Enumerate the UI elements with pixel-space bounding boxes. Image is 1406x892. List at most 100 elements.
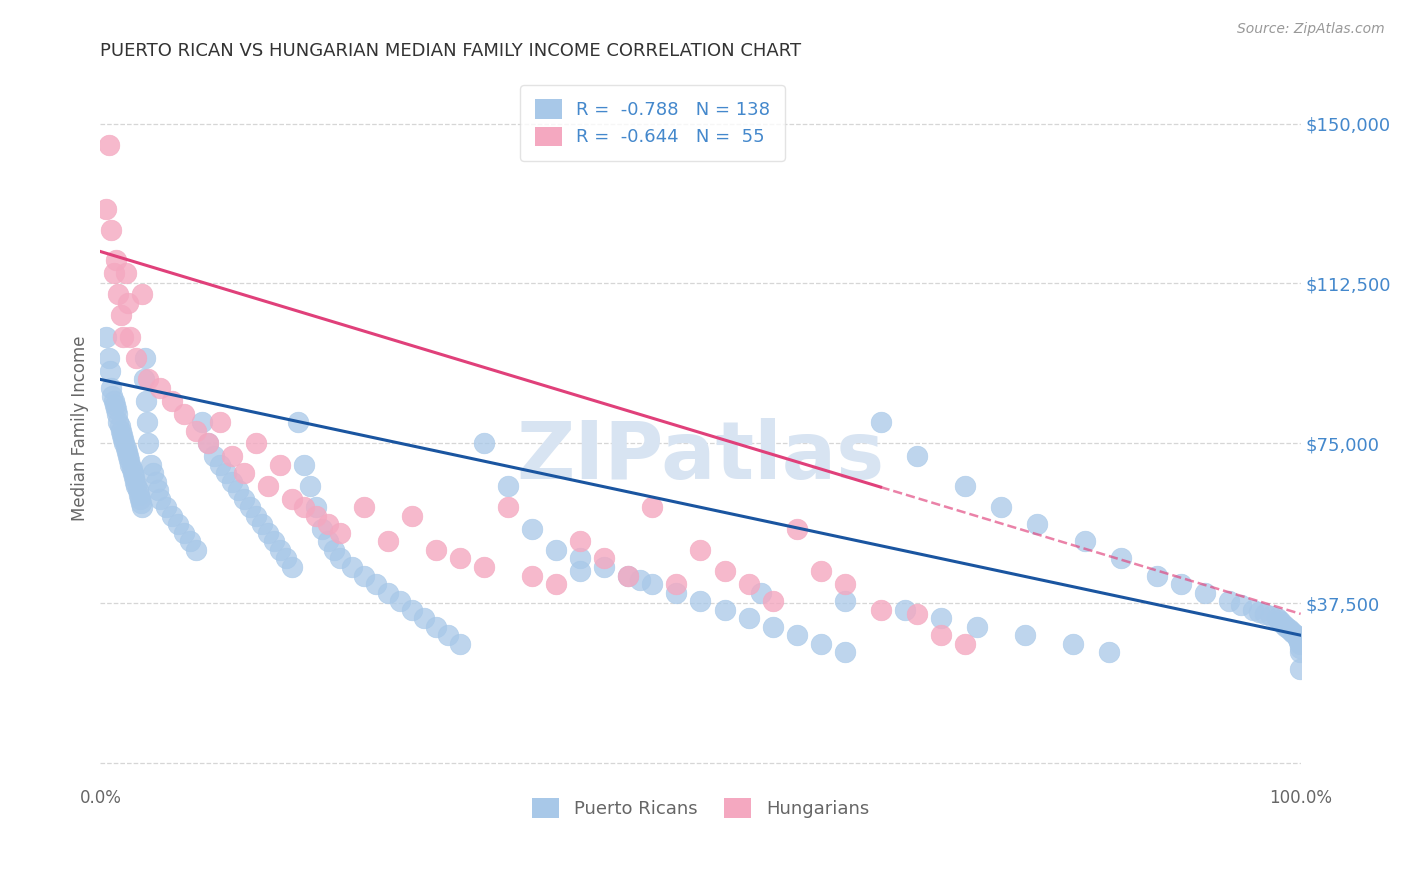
Point [893,602,915,616]
Point [155,500,177,515]
Legend: Puerto Ricans, Hungarians: Puerto Ricans, Hungarians [524,791,876,825]
Point [135,393,157,408]
Point [1279,624,1302,638]
Point [311,522,333,536]
Point [546,543,568,558]
Point [120,458,142,472]
Point [186,424,208,438]
Point [112,432,135,446]
Point [905,607,928,621]
Point [689,594,711,608]
Point [138,436,160,450]
Point [122,470,145,484]
Point [737,577,759,591]
Point [1109,551,1132,566]
Point [107,287,129,301]
Point [294,500,316,515]
Point [263,534,285,549]
Point [98,364,121,378]
Point [233,466,256,480]
Point [128,487,150,501]
Point [134,351,156,365]
Point [202,449,225,463]
Point [142,466,165,480]
Point [737,611,759,625]
Point [209,415,232,429]
Point [131,500,153,515]
Point [569,551,592,566]
Point [569,564,592,578]
Point [101,389,124,403]
Point [117,449,139,463]
Point [1275,620,1298,634]
Point [786,628,808,642]
Point [342,560,364,574]
Point [1286,632,1309,647]
Point [121,462,143,476]
Point [449,551,471,566]
Point [138,372,160,386]
Point [617,568,640,582]
Point [966,620,988,634]
Point [118,453,141,467]
Point [129,496,152,510]
Point [112,330,135,344]
Point [1253,607,1275,621]
Point [425,543,447,558]
Point [228,483,250,498]
Point [323,543,346,558]
Point [834,645,856,659]
Point [162,393,184,408]
Point [305,508,328,523]
Point [665,585,688,599]
Point [929,628,952,642]
Text: Source: ZipAtlas.com: Source: ZipAtlas.com [1237,22,1385,37]
Point [257,525,280,540]
Point [100,223,122,237]
Point [389,594,412,608]
Point [834,577,856,591]
Point [281,491,304,506]
Point [186,543,208,558]
Point [96,202,118,216]
Point [953,479,976,493]
Point [145,475,167,489]
Point [1289,645,1312,659]
Point [1146,568,1168,582]
Point [377,534,399,549]
Point [1062,637,1084,651]
Y-axis label: Median Family Income: Median Family Income [72,335,89,521]
Point [167,517,190,532]
Point [111,427,134,442]
Point [257,479,280,493]
Point [1289,662,1312,676]
Point [630,573,652,587]
Point [114,441,136,455]
Point [1073,534,1095,549]
Point [617,568,640,582]
Point [761,620,783,634]
Point [1285,628,1308,642]
Point [1014,628,1036,642]
Point [1289,640,1312,655]
Point [990,500,1012,515]
Point [129,491,152,506]
Point [1170,577,1192,591]
Point [953,637,976,651]
Point [413,611,436,625]
Point [245,508,267,523]
Point [1229,599,1251,613]
Point [1218,594,1240,608]
Point [1282,626,1305,640]
Point [1097,645,1119,659]
Text: PUERTO RICAN VS HUNGARIAN MEDIAN FAMILY INCOME CORRELATION CHART: PUERTO RICAN VS HUNGARIAN MEDIAN FAMILY … [100,42,801,60]
Point [641,577,664,591]
Point [498,479,520,493]
Point [233,491,256,506]
Point [269,543,291,558]
Point [1270,615,1292,630]
Point [173,525,195,540]
Point [125,479,148,493]
Point [104,398,127,412]
Point [139,458,162,472]
